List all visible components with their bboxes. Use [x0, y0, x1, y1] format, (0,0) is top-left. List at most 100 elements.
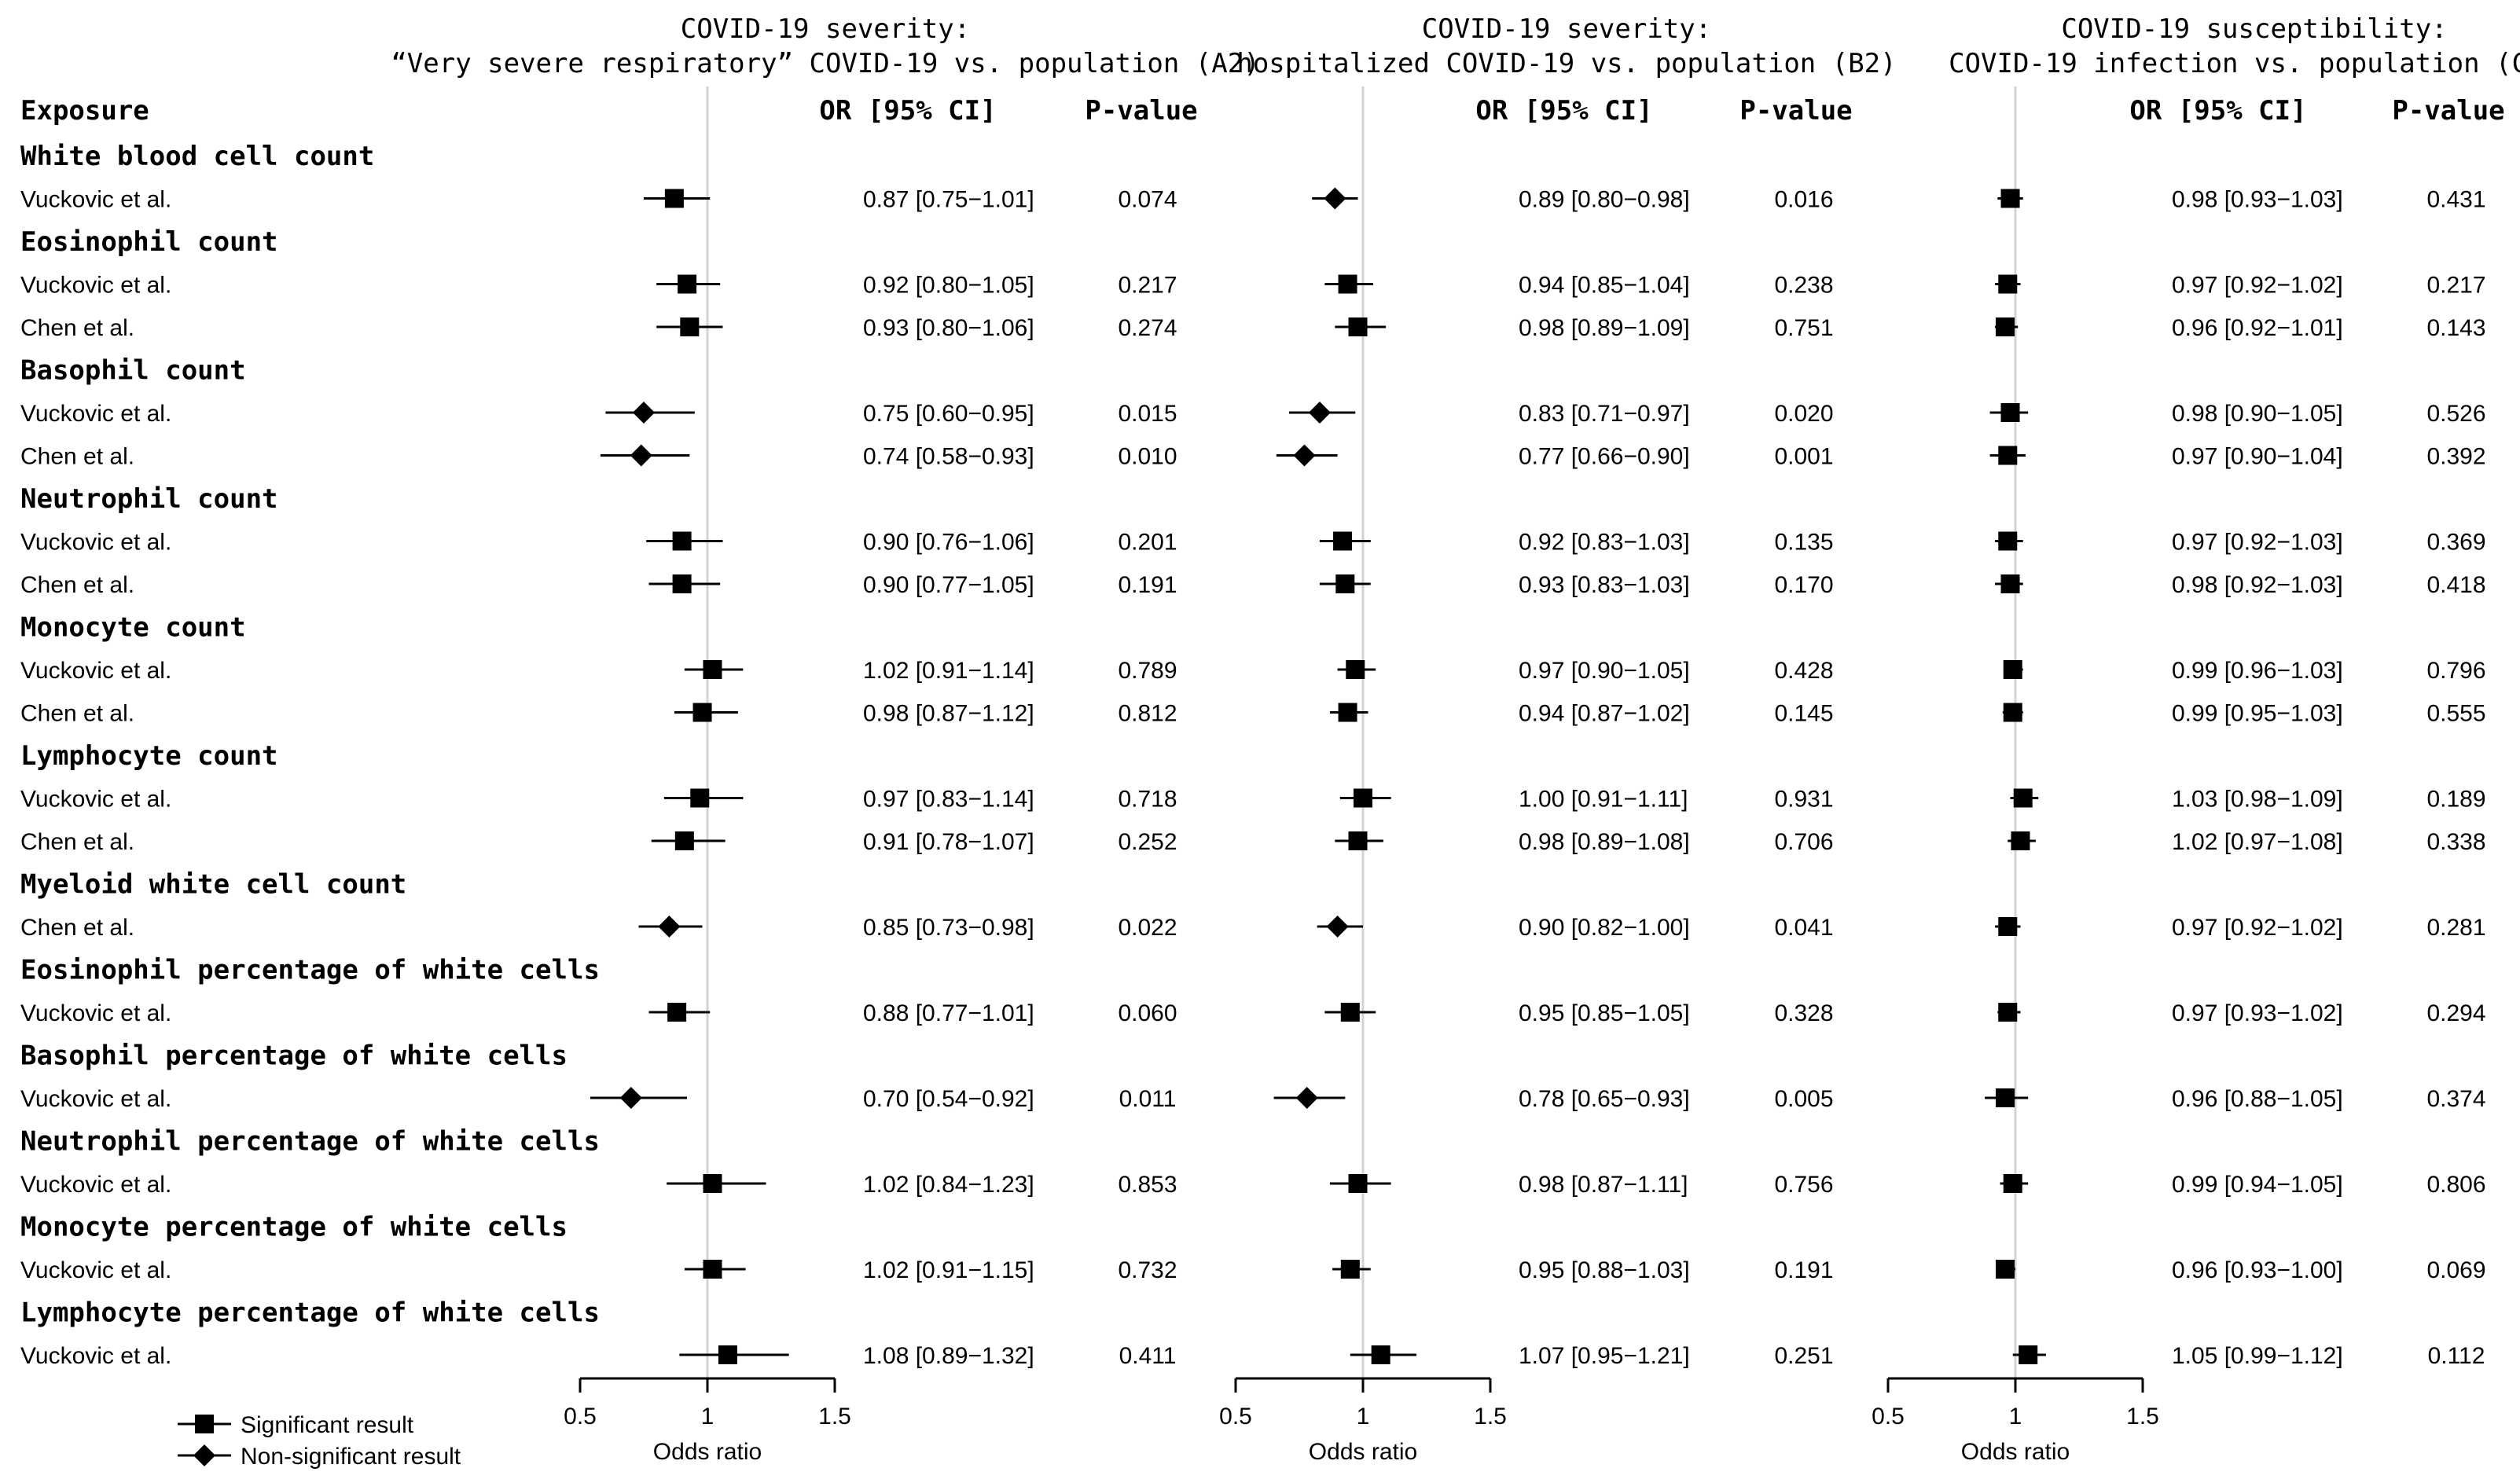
exposure-group-label: Monocyte percentage of white cells — [20, 1212, 568, 1243]
or-ci-value: 0.98 [0.89−1.09] — [1519, 315, 1690, 341]
estimate-square — [1348, 317, 1368, 336]
estimate-diamond — [1324, 187, 1346, 210]
p-value: 0.756 — [1774, 1172, 1833, 1198]
or-ci-value: 0.88 [0.77−1.01] — [863, 1000, 1034, 1026]
or-ci-value: 0.97 [0.93−1.02] — [2172, 1000, 2343, 1026]
or-ci-value: 1.03 [0.98−1.09] — [2172, 787, 2343, 813]
estimate-square — [2000, 574, 2020, 593]
panel-title: COVID-19 severity: — [681, 13, 970, 45]
p-value: 0.789 — [1118, 658, 1177, 684]
exposure-group-label: Basophil count — [20, 355, 246, 387]
p-value: 0.001 — [1774, 444, 1833, 470]
estimate-square — [2003, 660, 2022, 679]
p-value: 0.238 — [1774, 273, 1833, 299]
exposure-group-label: Lymphocyte percentage of white cells — [20, 1297, 600, 1329]
panel-title: COVID-19 susceptibility: — [2061, 13, 2447, 45]
p-value: 0.251 — [1774, 1343, 1833, 1369]
p-value: 0.428 — [1774, 658, 1833, 684]
or-ci-value: 0.93 [0.80−1.06] — [863, 315, 1034, 341]
p-value: 0.374 — [2426, 1086, 2485, 1112]
x-tick-label: 1 — [1357, 1404, 1370, 1429]
estimate-square — [1333, 531, 1353, 551]
p-value: 0.191 — [1774, 1257, 1833, 1283]
p-value: 0.015 — [1118, 401, 1177, 427]
p-value: 0.806 — [2426, 1172, 2485, 1198]
x-tick-label: 1 — [2009, 1404, 2022, 1429]
or-ci-value: 0.90 [0.76−1.06] — [863, 530, 1034, 556]
exposure-group-label: Myeloid white cell count — [20, 869, 406, 901]
x-axis-label: Odds ratio — [1961, 1439, 2070, 1465]
estimate-square — [2003, 703, 2022, 722]
or-ci-value: 0.98 [0.87−1.12] — [863, 701, 1034, 727]
estimate-square — [1335, 574, 1355, 593]
or-ci-value: 0.75 [0.60−0.95] — [863, 401, 1034, 427]
or-ci-value: 0.96 [0.88−1.05] — [2172, 1086, 2343, 1112]
source-label: Chen et al. — [20, 572, 134, 598]
panel-subtitle: COVID-19 infection vs. population (C2) — [1949, 48, 2520, 79]
x-tick-label: 0.5 — [1219, 1404, 1252, 1429]
p-value: 0.931 — [1774, 787, 1833, 813]
p-value: 0.217 — [2426, 273, 2485, 299]
p-value: 0.526 — [2426, 401, 2485, 427]
source-label: Vuckovic et al. — [20, 273, 171, 299]
source-label: Vuckovic et al. — [20, 1343, 171, 1369]
p-value: 0.812 — [1118, 701, 1177, 727]
or-ci-value: 1.02 [0.91−1.14] — [863, 658, 1034, 684]
or-ci-value: 0.87 [0.75−1.01] — [863, 187, 1034, 213]
or-ci-value: 0.90 [0.82−1.00] — [1519, 915, 1690, 941]
or-ci-value: 0.96 [0.92−1.01] — [2172, 315, 2343, 341]
estimate-diamond — [1295, 1087, 1318, 1109]
p-value: 0.135 — [1774, 530, 1833, 556]
x-tick-label: 1.5 — [1474, 1404, 1507, 1429]
or-ci-value: 1.07 [0.95−1.21] — [1519, 1343, 1690, 1369]
or-ci-value: 0.97 [0.92−1.02] — [2172, 915, 2343, 941]
or-ci-value: 0.96 [0.93−1.00] — [2172, 1257, 2343, 1283]
p-value: 0.706 — [1774, 829, 1833, 855]
panel-subtitle: “Very severe respiratory” COVID-19 vs. p… — [391, 48, 1259, 79]
estimate-square — [1996, 1088, 2015, 1107]
or-ci-value: 0.97 [0.90−1.05] — [1519, 658, 1690, 684]
exposure-group-label: Neutrophil count — [20, 483, 278, 515]
estimate-square — [1354, 788, 1372, 808]
source-label: Vuckovic et al. — [20, 530, 171, 556]
p-value: 0.201 — [1118, 530, 1177, 556]
or-ci-value: 1.05 [0.99−1.12] — [2172, 1343, 2343, 1369]
p-value: 0.011 — [1119, 1086, 1177, 1112]
source-label: Vuckovic et al. — [20, 787, 171, 813]
estimate-diamond — [1308, 402, 1331, 424]
p-value: 0.555 — [2426, 701, 2485, 727]
p-value: 0.041 — [1774, 915, 1833, 941]
x-tick-label: 1 — [701, 1404, 714, 1429]
exposure-group-label: Basophil percentage of white cells — [20, 1040, 568, 1072]
p-value: 0.069 — [2426, 1257, 2485, 1283]
or-ci-value: 1.02 [0.84−1.23] — [863, 1172, 1034, 1198]
or-ci-value: 0.90 [0.77−1.05] — [863, 572, 1034, 598]
estimate-square — [2003, 1174, 2022, 1193]
exposure-group-label: Lymphocyte count — [20, 740, 278, 772]
estimate-square — [1998, 446, 2018, 465]
estimate-square — [703, 1174, 722, 1193]
estimate-diamond — [658, 916, 681, 938]
source-label: Chen et al. — [20, 915, 134, 941]
estimate-diamond — [630, 444, 652, 467]
or-ci-value: 0.92 [0.83−1.03] — [1519, 530, 1690, 556]
estimate-square — [667, 1003, 687, 1022]
p-value: 0.732 — [1118, 1257, 1177, 1283]
p-value: 0.189 — [2426, 787, 2485, 813]
estimate-square — [2000, 403, 2020, 422]
p-value: 0.392 — [2426, 444, 2485, 470]
or-ci-value: 0.94 [0.87−1.02] — [1519, 701, 1690, 727]
p-value: 0.718 — [1118, 787, 1177, 813]
or-ci-value: 0.98 [0.87−1.11] — [1519, 1172, 1688, 1198]
p-value-header: P-value — [1739, 95, 1852, 127]
source-label: Vuckovic et al. — [20, 1257, 171, 1283]
p-value: 0.020 — [1774, 401, 1833, 427]
p-value: 0.005 — [1774, 1086, 1833, 1112]
estimate-square — [1996, 1260, 2015, 1279]
estimate-square — [2013, 788, 2033, 808]
estimate-square — [1338, 703, 1357, 722]
x-tick-label: 0.5 — [564, 1404, 597, 1429]
x-axis-label: Odds ratio — [1309, 1439, 1417, 1465]
x-axis-label: Odds ratio — [653, 1439, 762, 1465]
